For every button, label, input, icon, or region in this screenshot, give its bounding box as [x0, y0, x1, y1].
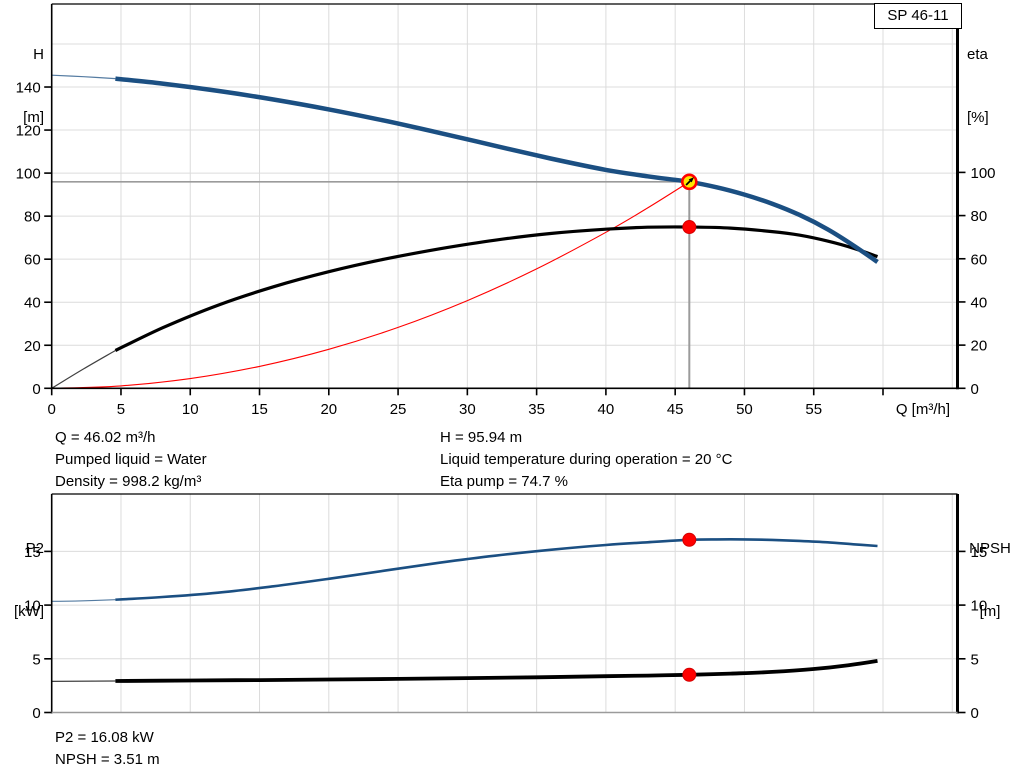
npsh-axis-unit: [m] — [979, 603, 1001, 620]
annotation-p2: P2 = 16.08 kW — [55, 729, 154, 746]
p2-axis-unit: [kW] — [14, 603, 44, 620]
marker-duty-point — [681, 173, 698, 191]
annotation-liquid-temp: Liquid temperature during operation = 20… — [440, 451, 733, 468]
q-axis-label: Q [m³/h] — [895, 401, 950, 418]
series-npsh — [51, 659, 878, 683]
npsh-axis-name: NPSH — [969, 540, 1011, 557]
svg-text:15: 15 — [971, 544, 988, 561]
svg-text:45: 45 — [667, 401, 684, 418]
eta-axis-name: eta — [967, 46, 988, 63]
svg-text:80: 80 — [24, 209, 41, 226]
svg-text:20: 20 — [971, 338, 988, 355]
svg-text:25: 25 — [390, 401, 407, 418]
svg-text:100: 100 — [16, 166, 41, 183]
svg-text:5: 5 — [117, 401, 125, 418]
p2-axis-label: P2 [kW] — [2, 496, 44, 664]
p2-axis-name: P2 — [25, 540, 44, 557]
svg-text:60: 60 — [24, 252, 41, 269]
h-axis-label: H [m] — [6, 2, 44, 170]
svg-text:20: 20 — [320, 401, 337, 418]
annotation-pumped-liquid: Pumped liquid = Water — [55, 451, 207, 468]
series-system-curve — [51, 181, 690, 389]
series-p2 — [51, 538, 878, 602]
svg-text:50: 50 — [736, 401, 753, 418]
svg-text:0: 0 — [971, 705, 979, 722]
hq-eta-chart-frame — [50, 3, 959, 390]
svg-text:0: 0 — [32, 381, 40, 398]
marker-npsh-point — [682, 667, 697, 682]
svg-text:40: 40 — [971, 294, 988, 311]
series-efficiency — [51, 225, 879, 389]
h-axis-unit: [m] — [23, 109, 44, 126]
svg-text:80: 80 — [971, 208, 988, 225]
annotation-h: H = 95.94 m — [440, 429, 523, 446]
p2-npsh-chart-frame — [50, 493, 959, 714]
svg-text:40: 40 — [24, 295, 41, 312]
hq-eta-chart-grid — [51, 4, 958, 389]
svg-text:15: 15 — [24, 544, 41, 561]
h-axis-name: H — [33, 46, 44, 63]
eta-axis-label: eta [%] — [967, 2, 1017, 170]
svg-text:55: 55 — [805, 401, 822, 418]
svg-text:0: 0 — [971, 381, 979, 398]
p2-npsh-chart-ticks — [44, 550, 966, 714]
svg-text:100: 100 — [971, 165, 996, 182]
crosshair — [51, 181, 691, 389]
hq-eta-chart: 0 20 40 60 80 100 120 140 0 20 40 60 80 100 0 5 10 15 20 25… — [16, 3, 996, 418]
svg-text:15: 15 — [251, 401, 268, 418]
hq-eta-chart-ticks — [44, 86, 966, 396]
svg-text:0: 0 — [48, 401, 56, 418]
svg-text:10: 10 — [24, 598, 41, 615]
marker-eta-point — [682, 220, 697, 235]
p2-npsh-chart-tick-labels: 0 5 10 15 0 5 10 15 — [24, 544, 987, 722]
series-head — [51, 74, 879, 264]
svg-text:140: 140 — [16, 80, 41, 97]
npsh-axis-label: NPSH [m] — [964, 496, 1016, 664]
hq-eta-chart-tick-labels: 0 20 40 60 80 100 120 140 0 20 40 60 80 100 0 5 10 15 20 25… — [16, 80, 996, 418]
marker-p2-point — [682, 532, 697, 547]
svg-text:0: 0 — [32, 705, 40, 722]
p2-npsh-chart: 0 5 10 15 0 5 10 15 — [24, 493, 987, 722]
svg-text:5: 5 — [971, 651, 979, 668]
svg-text:5: 5 — [32, 651, 40, 668]
svg-text:10: 10 — [182, 401, 199, 418]
annotation-npsh: NPSH = 3.51 m — [55, 751, 160, 768]
svg-text:60: 60 — [971, 251, 988, 268]
pump-model-box: SP 46-11 — [874, 3, 962, 29]
annotation-eta-pump: Eta pump = 74.7 % — [440, 473, 568, 490]
svg-text:20: 20 — [24, 338, 41, 355]
svg-text:35: 35 — [528, 401, 545, 418]
eta-axis-unit: [%] — [967, 109, 989, 126]
svg-text:30: 30 — [459, 401, 476, 418]
svg-text:40: 40 — [598, 401, 615, 418]
svg-text:120: 120 — [16, 123, 41, 140]
annotation-density: Density = 998.2 kg/m³ — [55, 473, 202, 490]
svg-text:10: 10 — [971, 598, 988, 615]
annotation-q: Q = 46.02 m³/h — [55, 429, 156, 446]
